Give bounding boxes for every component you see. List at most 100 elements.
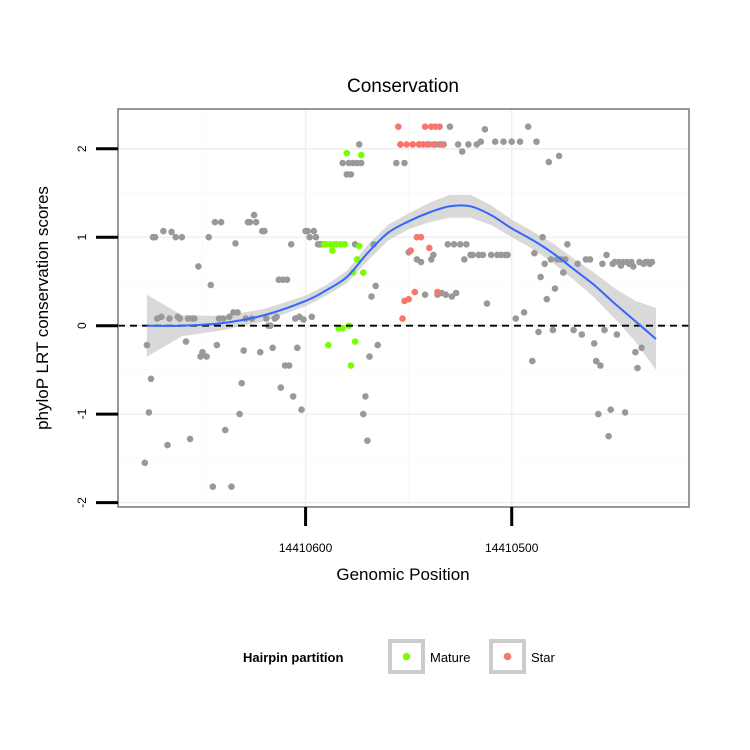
data-point-other [172, 233, 179, 241]
data-point-other [141, 459, 149, 467]
data-point-mature [343, 149, 351, 157]
data-point-other [294, 344, 301, 352]
data-point-other [417, 258, 425, 266]
data-point-other [560, 269, 567, 276]
data-point-other [228, 483, 235, 491]
data-point-mature [351, 338, 359, 345]
data-point-star [421, 123, 429, 130]
data-point-other [551, 285, 559, 292]
data-point-other [199, 348, 206, 356]
data-point-other [252, 218, 260, 226]
data-point-other [205, 233, 212, 241]
data-point-other [267, 322, 274, 330]
data-point-other [347, 171, 355, 178]
data-point-other [306, 233, 314, 241]
data-point-mature [325, 341, 332, 349]
y-tick-label: -2 [75, 497, 89, 508]
data-point-star [399, 315, 406, 322]
data-point-other [444, 241, 452, 248]
y-tick-label: 1 [75, 234, 89, 241]
data-point-other [487, 251, 495, 259]
data-point-other [630, 263, 637, 270]
data-point-other [277, 384, 285, 391]
data-point-other [168, 228, 175, 236]
y-tick-label: 2 [75, 145, 89, 152]
data-point-other [452, 289, 460, 297]
data-point-star [417, 233, 425, 241]
data-point-other [613, 331, 621, 338]
data-point-other [524, 123, 532, 130]
data-point-star [407, 247, 415, 254]
data-point-other [232, 240, 239, 247]
data-point-other [362, 393, 369, 400]
legend-title: Hairpin partition [243, 650, 343, 665]
data-point-other [393, 159, 400, 167]
data-point-other [537, 273, 544, 281]
data-point-other [597, 362, 604, 369]
data-point-other [211, 218, 219, 226]
data-point-mature [355, 242, 363, 250]
data-point-star [430, 141, 437, 148]
data-point-other [520, 309, 528, 316]
data-point-other [504, 251, 511, 259]
data-point-other [269, 344, 276, 352]
data-point-other [539, 233, 546, 241]
grid [118, 109, 689, 507]
legend-symbol-mature [402, 652, 411, 661]
data-point-mature [341, 241, 349, 248]
data-point-other [430, 251, 437, 259]
data-point-other [203, 353, 210, 360]
y-axis-label: phyloP LRT conservation scores [33, 186, 52, 430]
data-point-other [143, 341, 151, 349]
series-star [395, 123, 445, 322]
data-point-other [456, 241, 464, 248]
x-tick-label: 14410500 [485, 541, 539, 555]
data-point-other [531, 249, 538, 257]
legend-key-star [489, 639, 526, 674]
smooth-line-layer [146, 204, 657, 340]
data-point-other [261, 227, 268, 235]
data-point-other [481, 126, 489, 133]
data-point-other [166, 315, 173, 322]
data-point-other [226, 313, 233, 321]
data-point-other [368, 293, 375, 300]
data-point-other [285, 362, 293, 369]
data-point-other [151, 233, 159, 241]
data-point-other [535, 328, 542, 336]
data-point-other [547, 256, 555, 263]
data-point-other [207, 281, 215, 289]
data-point-other [461, 256, 468, 263]
data-point-star [436, 123, 443, 130]
data-point-other [234, 309, 241, 316]
data-point-star [426, 244, 433, 252]
x-axis: 14410600 14410500 [279, 507, 539, 555]
data-point-other [483, 300, 491, 307]
data-point-other [236, 410, 243, 418]
legend-symbol-star [503, 652, 512, 661]
data-point-other [147, 375, 155, 383]
data-point-other [289, 393, 297, 400]
data-point-other [545, 158, 553, 166]
chart-title: Conservation [347, 76, 459, 97]
data-point-other [605, 432, 612, 440]
data-point-mature [339, 325, 347, 332]
data-point-other [574, 260, 581, 268]
data-point-other [263, 315, 270, 322]
data-point-other [401, 159, 408, 167]
data-point-other [541, 260, 548, 268]
data-point-other [178, 233, 186, 241]
data-point-star [405, 295, 413, 303]
data-point-other [469, 251, 476, 259]
data-point-other [508, 138, 515, 145]
data-point-other [186, 435, 194, 443]
data-point-other [543, 295, 551, 303]
data-point-other [638, 344, 645, 352]
data-point-other [586, 256, 594, 263]
data-point-other [158, 313, 165, 321]
data-point-mature [329, 247, 336, 254]
data-point-other [195, 263, 202, 270]
data-point-other [529, 357, 536, 365]
data-point-other [304, 227, 311, 235]
data-point-other [310, 227, 318, 235]
data-point-star [423, 141, 431, 148]
